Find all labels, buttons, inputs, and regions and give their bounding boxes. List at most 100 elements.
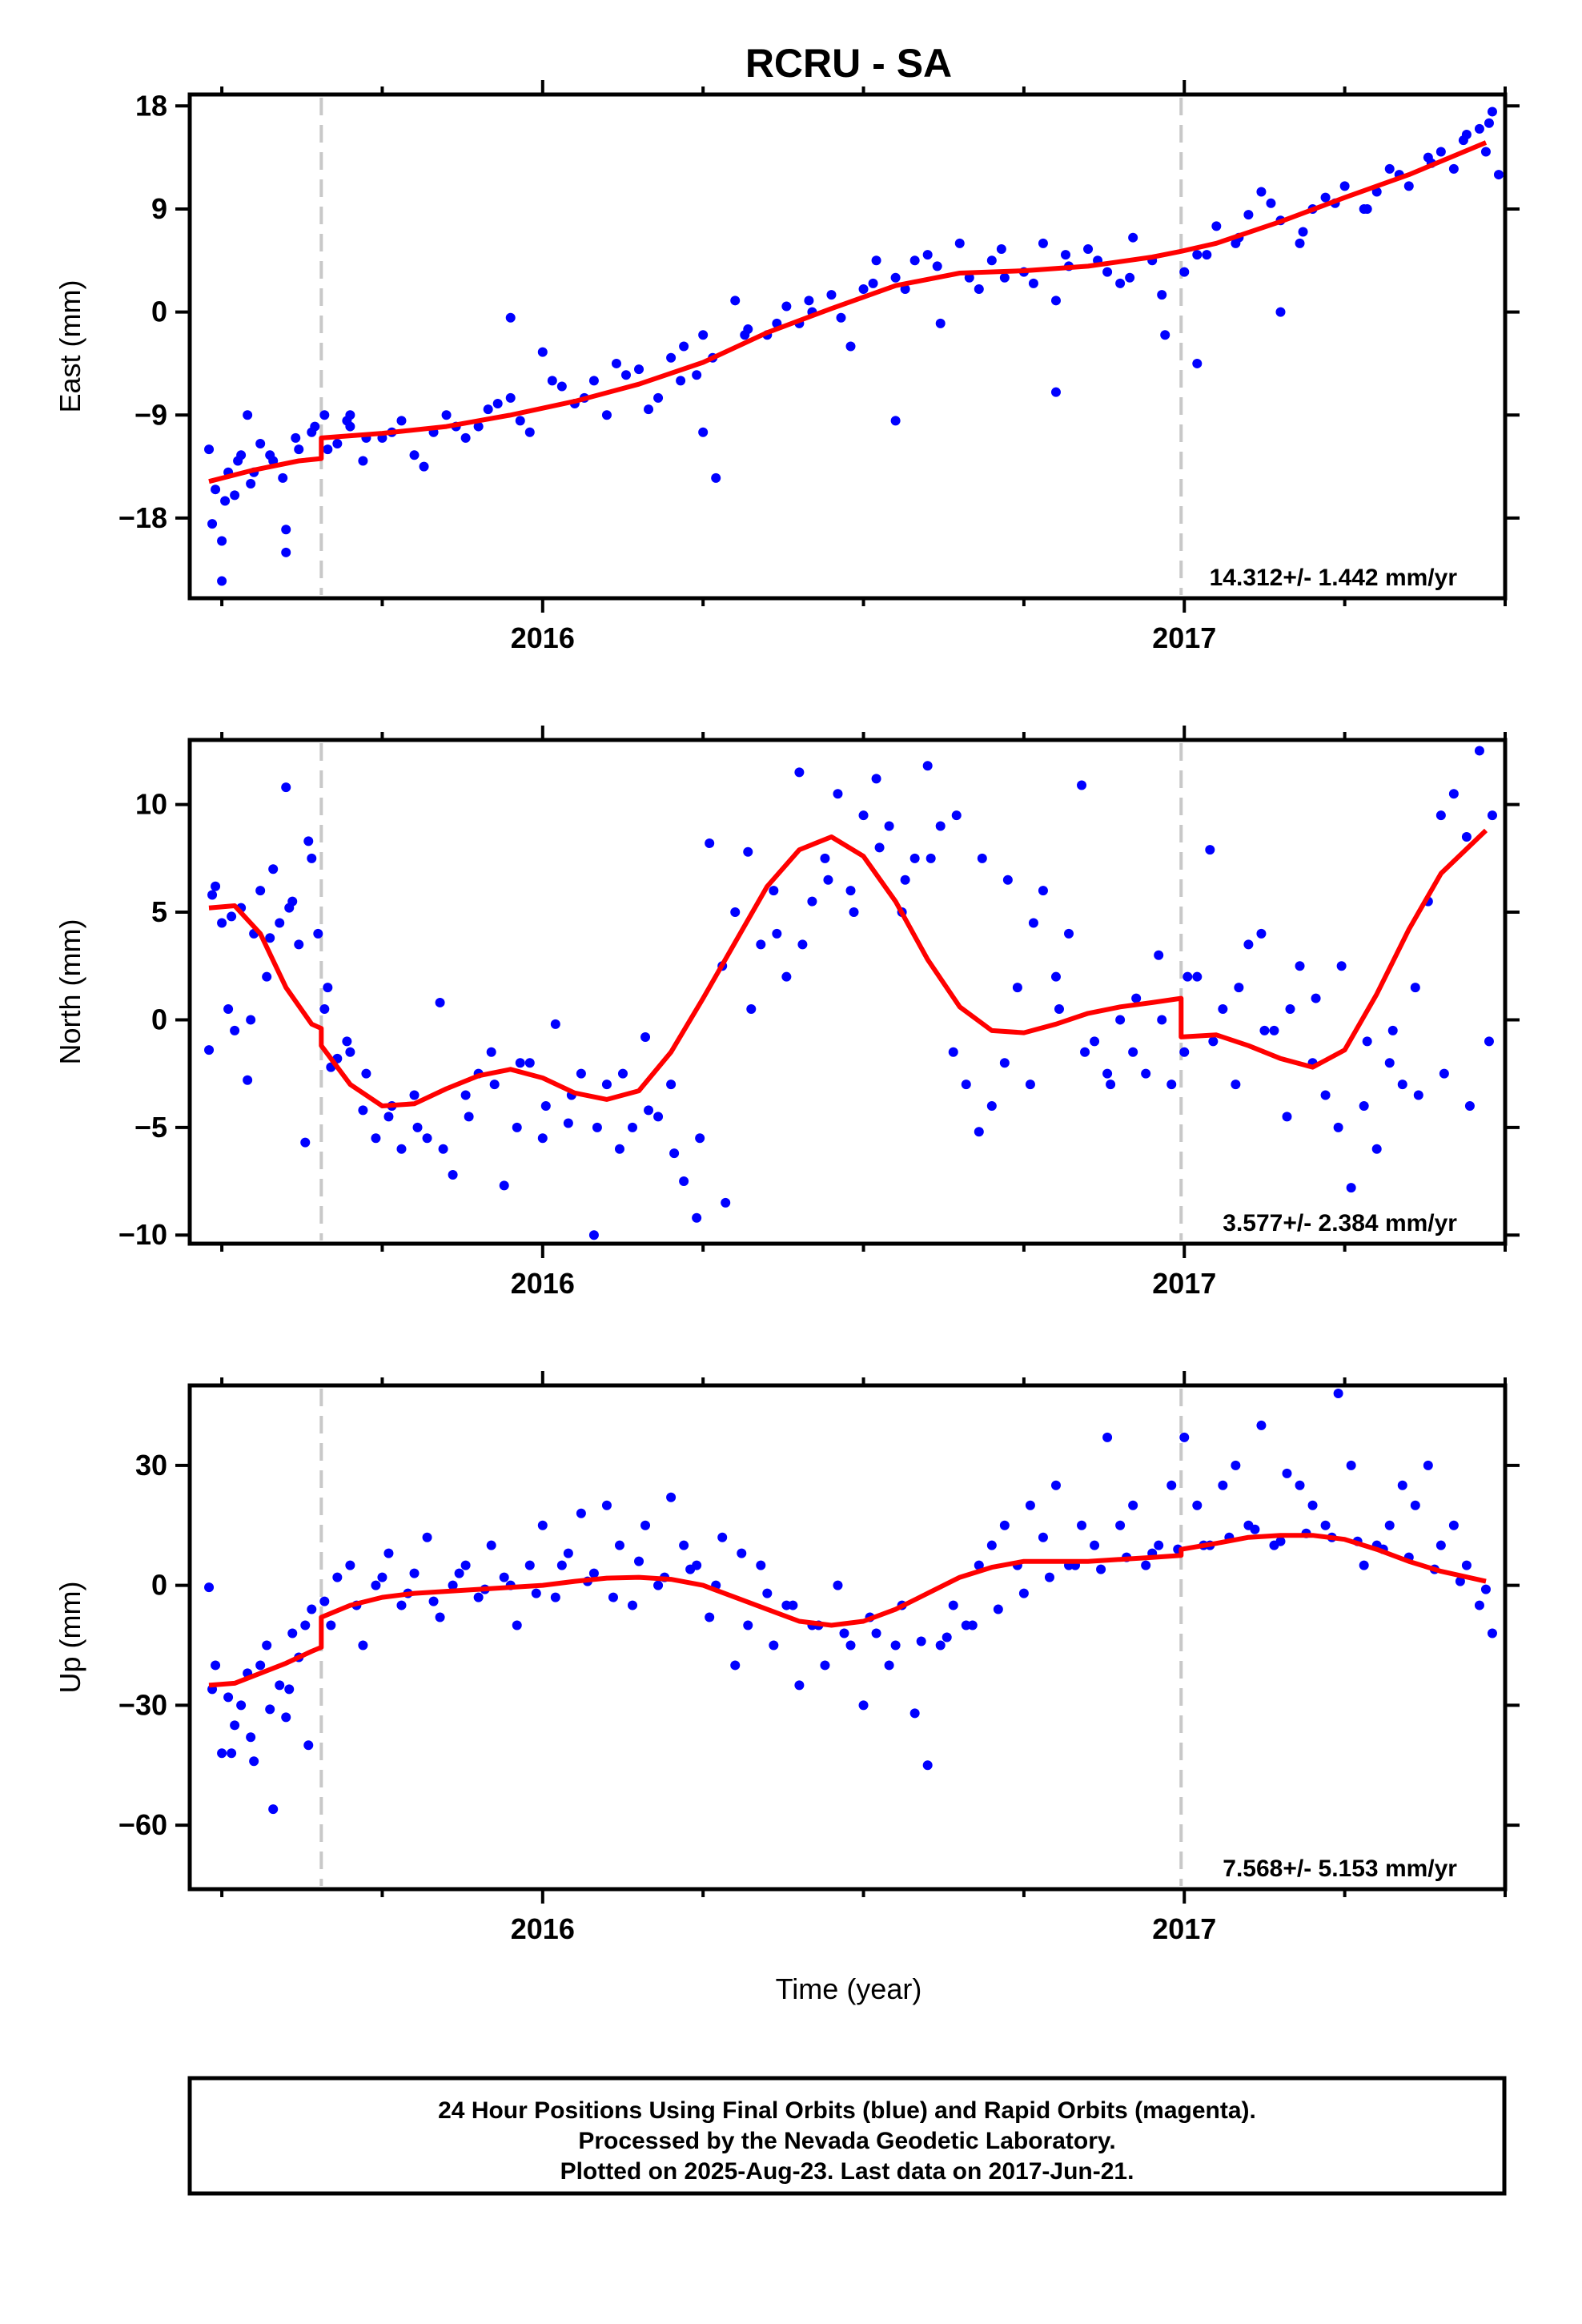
- up-data-point: [1461, 1560, 1472, 1570]
- up-data-point: [1096, 1564, 1106, 1574]
- north-data-point: [1002, 875, 1013, 885]
- east-data-point: [246, 479, 256, 489]
- north-data-point: [614, 1144, 624, 1154]
- north-data-point: [1231, 1080, 1241, 1090]
- up-data-point: [1102, 1432, 1113, 1442]
- up-data-point: [1487, 1628, 1497, 1638]
- north-data-point: [1346, 1183, 1356, 1193]
- east-data-point: [515, 416, 525, 426]
- north-data-point: [999, 1058, 1010, 1068]
- east-rate-label: 14.312+/- 1.442 mm/yr: [1210, 565, 1458, 591]
- up-data-point: [884, 1660, 894, 1671]
- east-data-point: [845, 341, 856, 352]
- north-xtick-label: 2016: [511, 1267, 575, 1300]
- east-data-point: [345, 410, 355, 420]
- up-data-point: [211, 1660, 221, 1671]
- north-data-point: [1439, 1068, 1449, 1079]
- up-data-point: [265, 1704, 275, 1715]
- east-data-point: [483, 404, 493, 415]
- up-data-point: [909, 1708, 920, 1719]
- north-data-point: [1208, 1036, 1219, 1047]
- up-data-point: [300, 1620, 311, 1630]
- up-data-point: [217, 1748, 227, 1759]
- north-data-point: [628, 1122, 638, 1132]
- north-data-point: [730, 907, 741, 918]
- east-data-point: [1474, 123, 1484, 134]
- north-data-point: [323, 983, 333, 993]
- east-ytick-label: 9: [151, 192, 167, 225]
- east-data-point: [310, 421, 320, 432]
- east-data-point: [730, 296, 741, 306]
- up-data-point: [428, 1596, 439, 1606]
- north-data-point: [1362, 1036, 1372, 1047]
- up-data-point: [230, 1720, 240, 1731]
- east-data-point: [473, 421, 484, 432]
- east-data-point: [1320, 192, 1331, 203]
- north-data-point: [1012, 983, 1022, 993]
- north-data-point: [961, 1080, 971, 1090]
- east-data-point: [1487, 107, 1497, 117]
- north-data-point: [307, 853, 317, 863]
- north-data-point: [262, 971, 272, 982]
- north-data-point: [230, 1025, 240, 1035]
- north-ytick-label: 10: [135, 788, 167, 821]
- up-data-point: [999, 1520, 1010, 1530]
- up-y-axis-label: Up (mm): [54, 1582, 86, 1694]
- north-frame: [187, 738, 1508, 1246]
- north-data-point: [1038, 886, 1048, 896]
- up-data-point: [993, 1604, 1003, 1614]
- east-data-point: [1083, 243, 1094, 254]
- east-data-point: [524, 427, 535, 437]
- east-data-point: [1493, 170, 1504, 180]
- east-data-point: [676, 376, 686, 386]
- up-data-point: [769, 1640, 779, 1651]
- east-data-point: [211, 485, 221, 495]
- up-ytick-label: 30: [135, 1449, 167, 1482]
- north-data-point: [1205, 845, 1215, 855]
- up-data-point: [319, 1596, 330, 1606]
- up-data-point: [685, 1564, 696, 1574]
- north-data-point: [849, 907, 859, 918]
- north-data-point: [1487, 810, 1497, 821]
- up-data-point: [435, 1612, 445, 1622]
- north-data-point: [383, 1112, 394, 1122]
- east-data-point: [679, 341, 689, 352]
- east-data-point: [207, 519, 218, 529]
- east-data-point: [634, 364, 644, 375]
- north-data-point: [820, 853, 830, 863]
- east-data-point: [1295, 238, 1305, 248]
- up-data-point: [1250, 1524, 1260, 1534]
- east-data-point: [698, 330, 709, 340]
- north-data-point: [1282, 1112, 1292, 1122]
- up-data-point: [1448, 1520, 1459, 1530]
- north-data-point: [1320, 1090, 1331, 1100]
- north-data-point: [1064, 928, 1074, 939]
- east-data-point: [909, 255, 920, 266]
- up-data-point: [1192, 1500, 1203, 1510]
- up-data-point: [499, 1572, 509, 1582]
- up-data-point: [948, 1600, 958, 1610]
- east-data-point: [556, 381, 567, 392]
- east-data-point: [1125, 272, 1135, 283]
- up-data-point: [223, 1692, 234, 1703]
- up-data-point: [473, 1592, 484, 1602]
- east-model-line: [208, 140, 1488, 485]
- north-data-point: [653, 1112, 664, 1122]
- east-data-point: [1339, 181, 1350, 191]
- north-data-point: [900, 875, 910, 885]
- east-ytick-label: 0: [151, 296, 167, 328]
- north-data-point: [1054, 1004, 1064, 1015]
- east-data-point: [692, 370, 702, 380]
- north-data-point: [669, 1148, 680, 1159]
- north-data-point: [486, 1047, 496, 1057]
- up-data-point: [653, 1580, 664, 1590]
- up-data-point: [358, 1640, 368, 1651]
- north-panel: −10 −5 0 5 10 2016 2017 North (mm) 3.577+/- 2.38…: [54, 726, 1520, 1300]
- north-data-point: [1387, 1025, 1398, 1035]
- north-data-point: [246, 1015, 256, 1025]
- up-data-point: [1282, 1468, 1292, 1478]
- east-data-point: [666, 352, 677, 363]
- north-data-point: [300, 1137, 311, 1148]
- up-data-point: [640, 1520, 651, 1530]
- east-data-point: [620, 370, 631, 380]
